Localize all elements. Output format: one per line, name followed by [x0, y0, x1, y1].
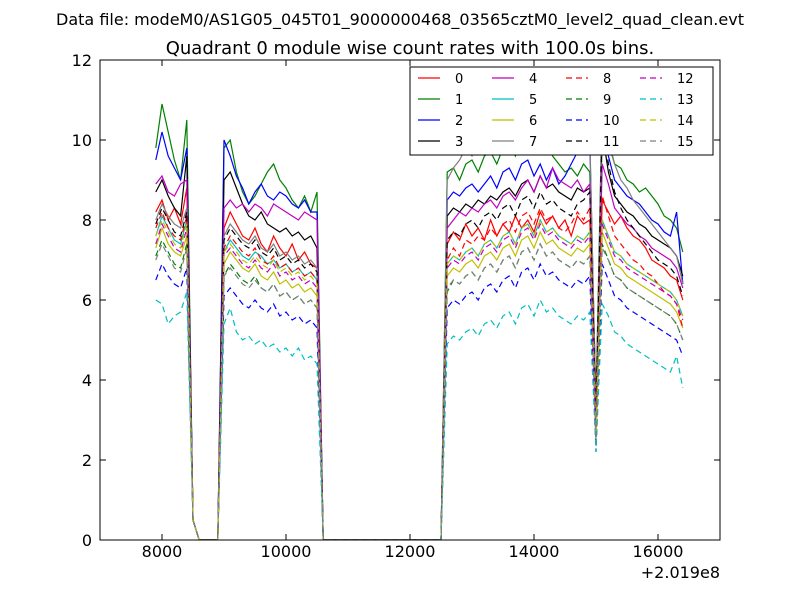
legend-label-10: 10: [603, 114, 620, 129]
series-line-15: [155, 242, 684, 540]
legend-label-14: 14: [677, 114, 694, 129]
suptitle: Data file: modeM0/AS1G05_045T01_90000004…: [56, 10, 744, 30]
legend-label-12: 12: [677, 72, 694, 87]
legend-label-5: 5: [529, 93, 537, 108]
series-layer: [155, 67, 684, 540]
y-tick-label: 4: [82, 371, 92, 390]
x-tick-label: 14000: [509, 542, 560, 561]
legend-label-2: 2: [455, 114, 463, 129]
legend-label-11: 11: [603, 135, 620, 150]
y-tick-label: 0: [82, 531, 92, 550]
x-offset-label: +2.019e8: [641, 563, 720, 582]
plot-frame: [99, 59, 721, 541]
series-line-14: [155, 218, 684, 540]
legend-frame: [409, 66, 714, 156]
x-tick-label: 12000: [385, 542, 436, 561]
y-tick-label: 2: [82, 451, 92, 470]
x-tick-label: 16000: [633, 542, 684, 561]
y-tick-label: 12: [72, 51, 92, 70]
legend-label-13: 13: [677, 93, 694, 108]
legend-label-3: 3: [455, 135, 463, 150]
x-tick-label: 8000: [142, 542, 183, 561]
legend-label-15: 15: [677, 135, 694, 150]
legend-label-6: 6: [529, 114, 537, 129]
legend-label-8: 8: [603, 72, 611, 87]
legend-label-0: 0: [455, 72, 463, 87]
legend-label-4: 4: [529, 72, 537, 87]
y-tick-label: 6: [82, 291, 92, 310]
y-tick-label: 8: [82, 211, 92, 230]
legend-label-9: 9: [603, 93, 611, 108]
series-line-13: [155, 291, 684, 540]
y-tick-label: 10: [72, 131, 92, 150]
legend-label-1: 1: [455, 93, 463, 108]
x-tick-label: 10000: [261, 542, 312, 561]
legend-label-7: 7: [529, 135, 537, 150]
chart-title: Quadrant 0 module wise count rates with …: [166, 38, 655, 59]
